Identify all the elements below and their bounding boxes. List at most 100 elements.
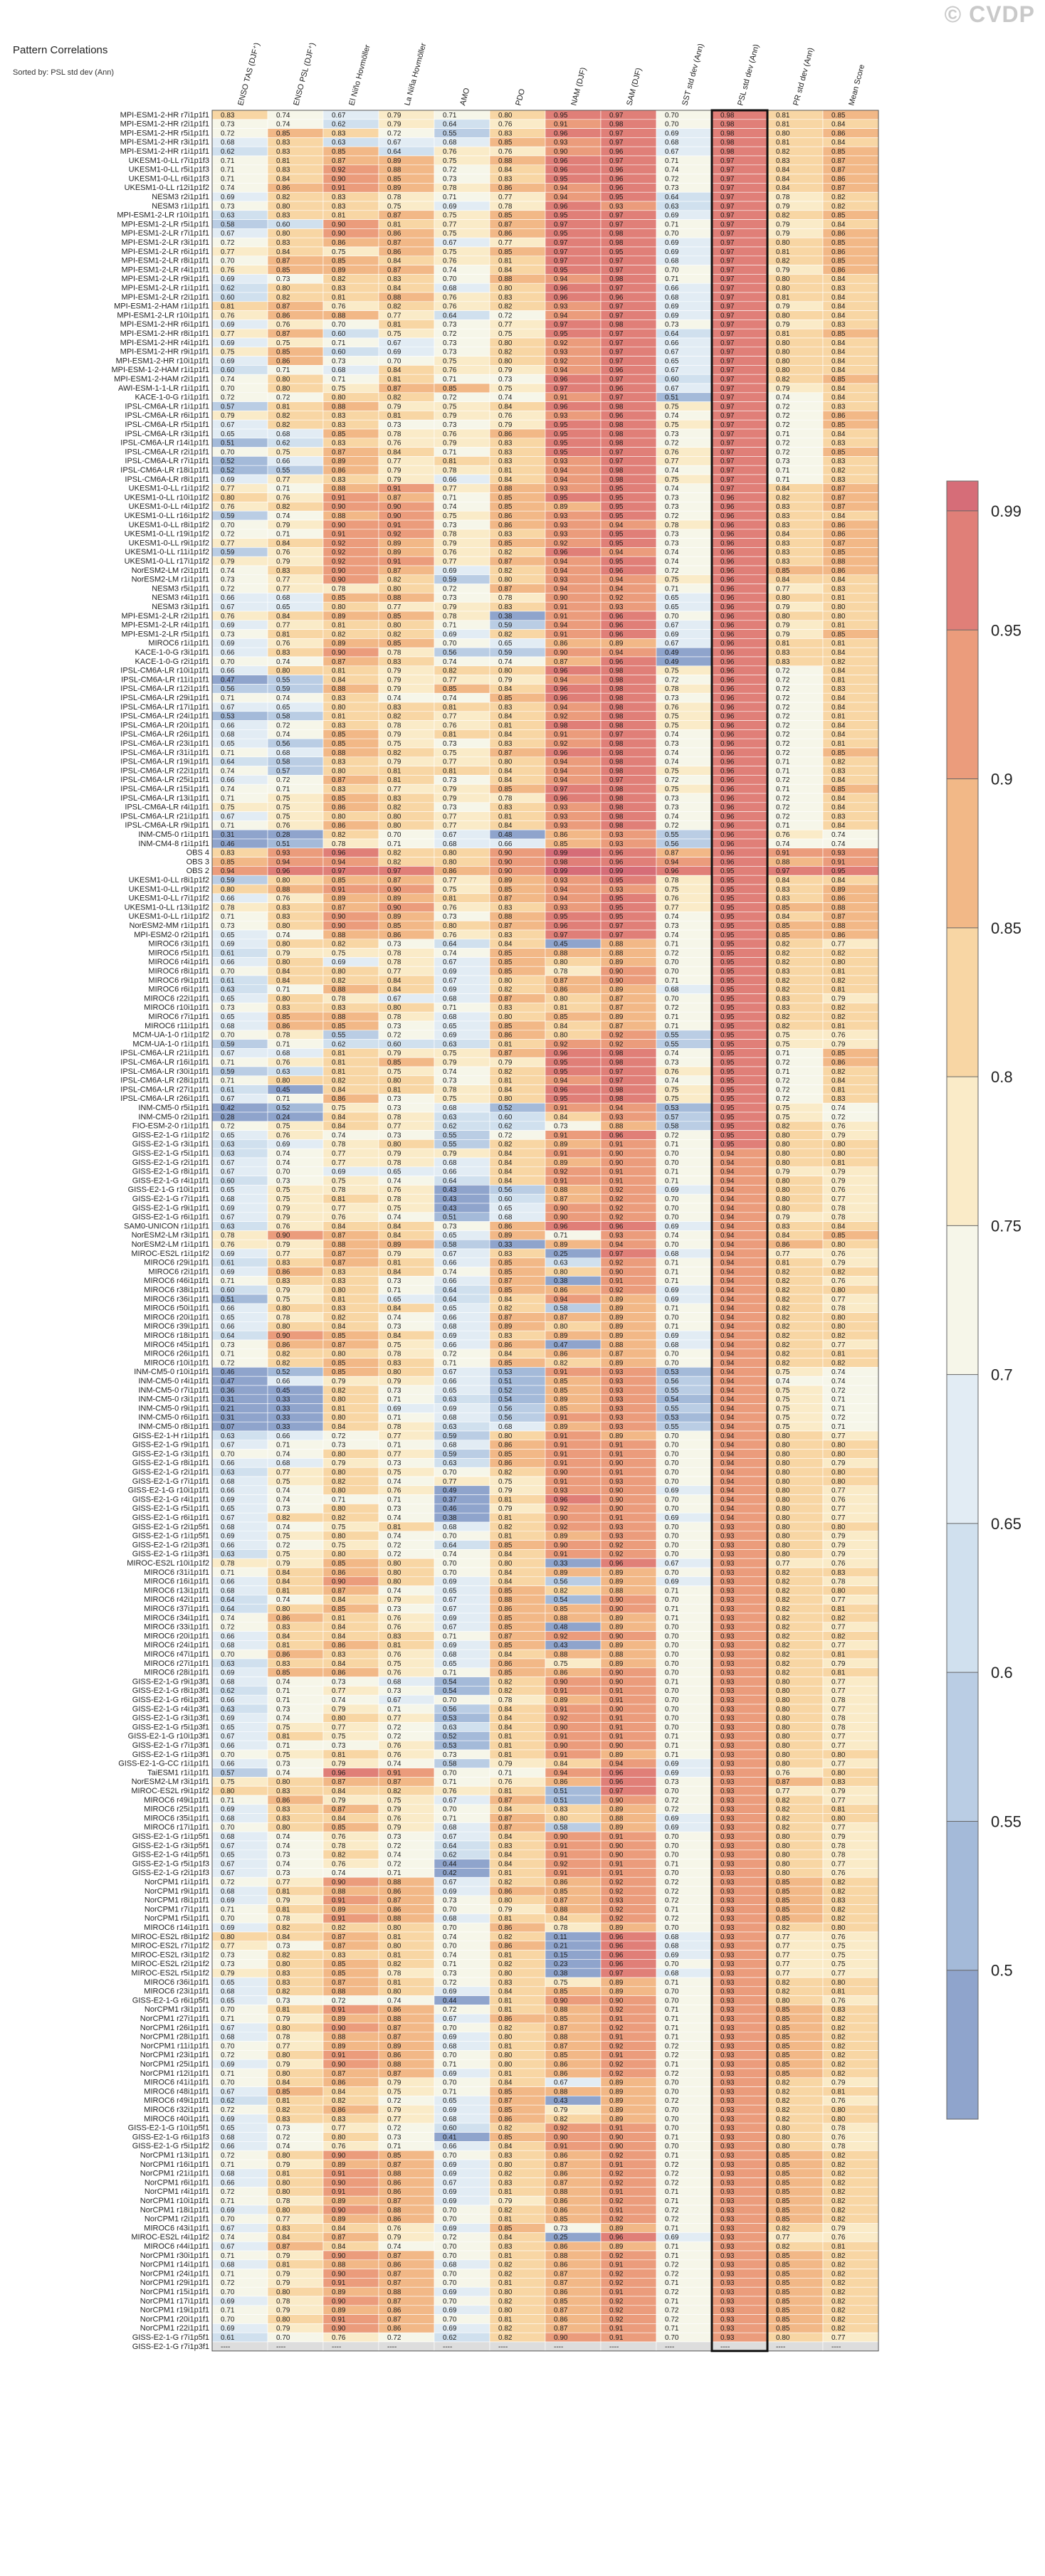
cell-value: 0.80 xyxy=(276,1960,290,1968)
cell-value: 0.94 xyxy=(720,1414,735,1422)
cell-value: 0.79 xyxy=(831,1788,846,1795)
cell-value: 0.67 xyxy=(221,1860,235,1868)
cell-value: 0.84 xyxy=(498,822,513,830)
cell-value: 0.69 xyxy=(443,1615,457,1622)
cell-value: 0.82 xyxy=(498,549,513,556)
cell-value: 0.56 xyxy=(665,840,679,848)
cell-value: 0.98 xyxy=(720,121,735,129)
cell-value: 0.69 xyxy=(221,275,235,283)
cell-value: 0.94 xyxy=(720,1168,735,1176)
cell-value: 0.59 xyxy=(276,685,290,693)
cell-value: 0.71 xyxy=(665,1860,679,1868)
cell-value: 0.77 xyxy=(831,1514,846,1522)
cell-value: 0.95 xyxy=(554,440,568,448)
cell-value: 0.97 xyxy=(609,448,624,456)
cell-value: 0.86 xyxy=(554,1351,568,1358)
cell-value: 0.84 xyxy=(498,1551,513,1558)
cell-value: 0.68 xyxy=(665,294,679,302)
cell-value: 0.86 xyxy=(276,1797,290,1805)
cell-value: 0.93 xyxy=(554,576,568,584)
cell-value: 0.96 xyxy=(332,1769,346,1777)
cell-value: 0.98 xyxy=(609,239,624,247)
cell-value: 0.96 xyxy=(554,376,568,384)
sort-subtitle: Sorted by: PSL std dev (Ann) xyxy=(13,68,114,77)
cell-value: 0.80 xyxy=(831,1924,846,1932)
cell-value: 0.55 xyxy=(276,467,290,475)
cell-value: 0.65 xyxy=(221,1997,235,2005)
cell-value: 0.79 xyxy=(332,1797,346,1805)
cell-value: 0.96 xyxy=(554,203,568,211)
cell-value: 0.82 xyxy=(831,759,846,766)
cell-value: 0.64 xyxy=(443,312,457,320)
cell-value: 0.91 xyxy=(609,1869,624,1877)
cell-value: 0.75 xyxy=(443,357,457,365)
cell-value: 0.72 xyxy=(776,1086,790,1094)
cell-value: 0.98 xyxy=(720,112,735,120)
cell-value: 0.85 xyxy=(498,949,513,957)
cell-value: 0.88 xyxy=(498,157,513,165)
cell-value: 0.80 xyxy=(276,1824,290,1832)
cell-value: 0.74 xyxy=(387,1852,401,1859)
cell-value: 0.81 xyxy=(831,640,846,648)
cell-value: 0.94 xyxy=(720,1487,735,1495)
cell-value: 0.95 xyxy=(720,1040,735,1048)
cell-value: 0.62 xyxy=(332,121,346,129)
cell-value: 0.82 xyxy=(498,1469,513,1477)
cell-value: 0.82 xyxy=(831,203,846,211)
cell-value: 0.86 xyxy=(831,531,846,539)
cell-value: 0.67 xyxy=(443,1624,457,1632)
cell-value: 0.90 xyxy=(387,886,401,894)
cell-value: 0.84 xyxy=(498,731,513,739)
cell-value: 0.97 xyxy=(609,221,624,228)
cell-value: 0.80 xyxy=(776,1442,790,1450)
cell-value: 0.70 xyxy=(443,1560,457,1568)
cell-value: 0.94 xyxy=(720,1250,735,1258)
cell-value: 0.91 xyxy=(554,1478,568,1486)
cell-value: 0.79 xyxy=(498,1505,513,1513)
cell-value: 0.90 xyxy=(554,1724,568,1731)
cell-value: 0.94 xyxy=(554,476,568,484)
cell-value: 0.84 xyxy=(276,248,290,256)
cell-value: 0.71 xyxy=(665,1277,679,1285)
cell-value: 0.80 xyxy=(387,1943,401,1951)
cell-value: 0.79 xyxy=(276,522,290,529)
cell-value: 0.81 xyxy=(387,767,401,775)
cell-value: 0.71 xyxy=(221,167,235,174)
cell-value: 0.69 xyxy=(665,1578,679,1586)
cell-value: 0.77 xyxy=(276,476,290,484)
cell-value: 0.93 xyxy=(554,303,568,311)
cell-value: 0.97 xyxy=(720,230,735,238)
cell-value: 0.81 xyxy=(498,1533,513,1541)
cell-value: 0.60 xyxy=(221,1287,235,1294)
cell-value: 0.80 xyxy=(387,1004,401,1012)
cell-value: 0.69 xyxy=(665,630,679,638)
cell-value: 0.74 xyxy=(665,1077,679,1085)
cell-value: 0.70 xyxy=(665,1624,679,1632)
cell-value: 0.96 xyxy=(609,1223,624,1230)
cell-value: 0.90 xyxy=(554,594,568,602)
cell-value: 0.74 xyxy=(276,658,290,666)
cell-value: 0.90 xyxy=(609,1852,624,1859)
cell-value: 0.84 xyxy=(276,977,290,985)
cell-value: 0.70 xyxy=(665,1788,679,1795)
cell-value: 0.82 xyxy=(831,658,846,666)
cell-value: 0.90 xyxy=(554,1678,568,1686)
cell-value: 0.67 xyxy=(665,640,679,648)
cell-value: 0.53 xyxy=(665,1414,679,1422)
cell-value: 0.85 xyxy=(831,239,846,247)
cell-value: 0.93 xyxy=(609,1524,624,1531)
cell-value: 0.66 xyxy=(221,649,235,657)
cell-value: 0.97 xyxy=(720,330,735,338)
cell-value: 0.71 xyxy=(221,1906,235,1913)
cell-value: 0.80 xyxy=(776,1724,790,1731)
cell-value: 0.93 xyxy=(609,1533,624,1541)
cell-value: 0.96 xyxy=(554,549,568,556)
cell-value: 0.91 xyxy=(609,1469,624,1477)
cell-value: 0.96 xyxy=(554,1086,568,1094)
cell-value: 0.94 xyxy=(720,1186,735,1194)
cell-value: 0.67 xyxy=(443,1833,457,1841)
cell-value: 0.80 xyxy=(776,1678,790,1686)
cell-value: 0.81 xyxy=(554,1004,568,1012)
cell-value: 0.79 xyxy=(831,1660,846,1668)
cell-value: 0.69 xyxy=(665,130,679,137)
